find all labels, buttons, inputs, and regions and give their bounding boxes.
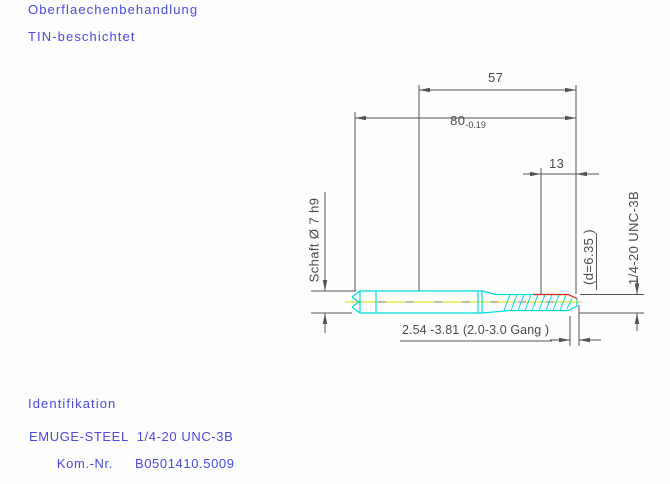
tool-outline [351,290,578,314]
technical-drawing-svg [311,85,644,346]
surface-treatment-value: TIN-beschichtet [28,29,136,44]
identification-kom-line: Kom.-Nr. B0501410.5009 [40,443,235,484]
dim-80-label: 80-0.19 [434,100,486,141]
thread-hatching [503,294,573,311]
identification-title: Identifikation [28,396,117,411]
thread-spec-block: (d=6.35 ) 1/4-20 UNC-3B [551,191,670,285]
kom-number-label: Kom.-Nr. [56,455,113,471]
dim-80-tolerance: -0.19 [465,119,486,130]
square-end-chamfer [351,290,361,314]
surface-treatment-title: Oberflaechenbehandlung [28,2,199,17]
thread-section-outline [481,290,578,314]
dim-13-label: 13 [549,156,565,171]
thread-diameter-label: (d=6.35 ) [581,229,596,286]
identification-product-line: EMUGE-STEEL 1/4-20 UNC-3B [29,429,234,444]
kom-number-value: B0501410.5009 [134,455,235,471]
dim-80 [354,112,576,291]
red-highlight [533,293,578,300]
lead-chamfer-label: 2.54 -3.81 (2.0-3.0 Gang ) [402,323,550,337]
thread-spec-label: 1/4-20 UNC-3B [626,190,641,286]
drawing-canvas: Oberflaechenbehandlung TIN-beschichtet I… [28,2,670,470]
cad-drawing-page: { "colors": { "background": "#fdfdfd", "… [28,2,670,470]
dim-57 [418,85,577,294]
dimension-lines [311,85,644,346]
dimension-arrows [322,87,640,343]
dim-57-label: 57 [488,70,504,85]
dim-80-value: 80 [450,112,466,128]
shank-diameter-label: Schaft Ø 7 h9 [306,197,322,283]
